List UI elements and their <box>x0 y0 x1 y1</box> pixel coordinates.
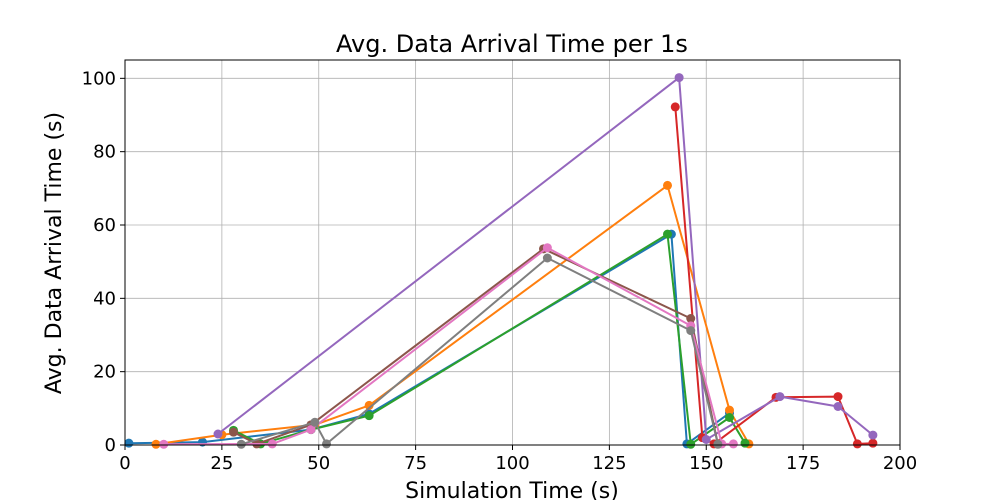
y-axis-label: Avg. Data Arrival Time (s) <box>42 112 67 394</box>
series-8 <box>236 253 723 449</box>
data-point <box>306 425 316 435</box>
series-line <box>217 76 874 441</box>
data-point <box>686 314 696 323</box>
data-point <box>159 439 169 449</box>
y-tick-label: 80 <box>93 142 116 163</box>
data-point <box>663 180 672 190</box>
data-point <box>229 427 238 437</box>
x-tick-label: 50 <box>307 453 330 474</box>
series-6 <box>229 244 723 449</box>
data-point <box>852 439 862 449</box>
data-point <box>868 430 878 440</box>
data-point <box>701 435 711 444</box>
series-5 <box>213 73 878 444</box>
x-tick-label: 175 <box>786 453 820 474</box>
series-line <box>233 247 719 445</box>
y-tick-label: 60 <box>93 215 116 236</box>
x-axis-label: Simulation Time (s) <box>405 479 619 500</box>
x-tick-label: 75 <box>404 453 427 474</box>
chart-title: Avg. Data Arrival Time per 1s <box>336 30 688 58</box>
series-3 <box>229 229 750 449</box>
data-point <box>542 243 552 253</box>
data-point <box>663 229 672 239</box>
data-point <box>213 429 223 439</box>
grid-lines <box>124 60 901 446</box>
data-point <box>267 439 277 449</box>
data-point <box>686 439 696 449</box>
data-point <box>725 405 734 415</box>
data-point <box>364 400 374 410</box>
x-tick-label: 0 <box>119 453 130 474</box>
data-point <box>322 439 331 449</box>
series-2 <box>151 180 754 449</box>
data-point <box>364 411 374 421</box>
x-tick-label: 150 <box>689 453 723 474</box>
data-point <box>151 439 161 449</box>
data-point <box>236 439 246 449</box>
data-point <box>674 73 684 83</box>
y-tick-label: 20 <box>93 362 116 383</box>
x-tick-label: 200 <box>883 453 917 474</box>
axis-ticks: 0 25 50 75 100 125 150 175 200 0 20 40 60 80 100 <box>82 68 918 474</box>
data-point <box>310 417 320 427</box>
data-point <box>833 392 843 402</box>
series-line <box>241 257 719 446</box>
data-point <box>725 413 734 422</box>
data-point <box>740 438 750 448</box>
data-point <box>713 439 723 449</box>
data-point <box>124 438 134 448</box>
data-point <box>686 326 696 336</box>
x-tick-label: 125 <box>592 453 626 474</box>
data-point <box>542 253 552 263</box>
x-tick-label: 25 <box>210 453 233 474</box>
data-point <box>868 438 878 448</box>
series-line <box>233 233 746 446</box>
data-point <box>775 392 785 402</box>
series-4 <box>670 102 878 449</box>
y-tick-label: 100 <box>82 68 116 89</box>
y-tick-label: 0 <box>105 435 116 456</box>
x-tick-label: 100 <box>495 453 529 474</box>
data-point <box>728 439 738 449</box>
data-point <box>670 102 680 112</box>
y-tick-label: 40 <box>93 288 116 309</box>
data-point <box>833 402 843 411</box>
series-layer <box>124 73 878 449</box>
